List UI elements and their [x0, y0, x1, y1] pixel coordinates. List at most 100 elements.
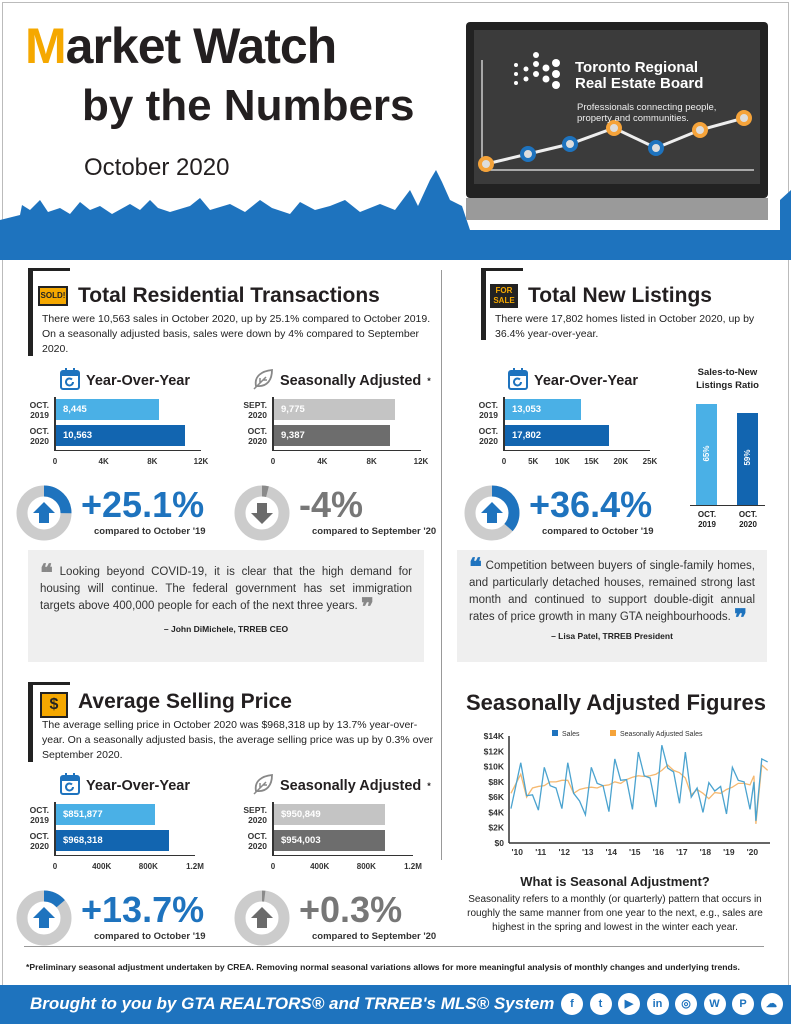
- footer-divider: [24, 946, 764, 947]
- bar-axis-y: [272, 802, 274, 856]
- axis-tick-label: 800K: [138, 862, 158, 871]
- axis-tick-label: 4K: [317, 457, 328, 466]
- sign-text: FOR: [495, 286, 513, 295]
- bar-label-month: OCT.: [29, 400, 49, 410]
- bar-axis-y: [54, 802, 56, 856]
- x-tick-label: '12: [559, 847, 571, 857]
- percent-change: +25.1%: [81, 484, 205, 525]
- listings-summary: There were 17,802 homes listed in Octobe…: [495, 313, 755, 340]
- bar: 9,387: [274, 425, 390, 446]
- axis-tick-label: 5K: [528, 457, 539, 466]
- signpost: [28, 268, 33, 356]
- x-tick-label: '20: [747, 847, 759, 857]
- x-tick-label: '14: [606, 847, 618, 857]
- subheading-text: Year-Over-Year: [86, 778, 190, 794]
- percent-change: +0.3%: [299, 889, 403, 930]
- quote-text: Competition between buyers of single-fam…: [469, 560, 755, 623]
- trreb-tagline: Professionals connecting people, property…: [577, 102, 716, 124]
- seasonal-line-chart: $0 $2K $4K $6K $8K $10K $12K $14K '10 '11 '12 '13 '1…: [484, 730, 770, 857]
- bar-label-year: 2020: [248, 436, 267, 446]
- sales-line: [510, 745, 768, 821]
- monitor-base: [466, 198, 768, 220]
- bar-axis-x: [55, 855, 195, 856]
- legend-swatch: [610, 730, 616, 736]
- bar-axis-x: [55, 450, 201, 451]
- bar: 17,802: [505, 425, 609, 446]
- open-quote-icon: ❝: [469, 554, 482, 581]
- asterisk: *: [427, 376, 431, 386]
- bar-label: OCT. 2019: [15, 805, 49, 825]
- signpost-arm: [481, 268, 523, 271]
- percent-change: -4%: [299, 484, 364, 525]
- bar-label: OCT. 2020: [233, 426, 267, 446]
- ratio-label-month: OCT.: [697, 510, 717, 519]
- wordpress-icon[interactable]: W: [703, 993, 726, 1015]
- youtube-icon[interactable]: ▶: [618, 993, 640, 1015]
- bar-label-year: 2020: [479, 436, 498, 446]
- x-tick-label: '10: [511, 847, 523, 857]
- bar-label: SEPT. 2020: [233, 805, 267, 825]
- asterisk: *: [427, 781, 431, 791]
- calendar-refresh-icon: [508, 368, 528, 394]
- bar-axis-x: [273, 855, 413, 856]
- legend-swatch: [552, 730, 558, 736]
- x-tick-label: '18: [700, 847, 712, 857]
- section-title-listings: Total New Listings: [528, 284, 712, 307]
- quote-president: ❝ Competition between buyers of single-f…: [457, 550, 767, 662]
- axis-tick-label: 15K: [584, 457, 599, 466]
- axis-tick-label: 400K: [310, 862, 330, 871]
- axis-tick-label: 0: [270, 457, 276, 466]
- x-tick-label: '17: [676, 847, 688, 857]
- brand-line-2: Real Estate Board: [575, 75, 704, 92]
- comparison-caption: compared to October '19: [94, 526, 206, 537]
- bar-label-month: SEPT.: [243, 805, 267, 815]
- tagline-line-2: property and communities.: [577, 113, 689, 124]
- axis-tick-label: 800K: [356, 862, 376, 871]
- soundcloud-icon[interactable]: ☁: [760, 993, 783, 1015]
- facebook-icon[interactable]: f: [561, 993, 583, 1015]
- page-subtitle: by the Numbers: [82, 81, 415, 130]
- sign-text: SALE: [493, 296, 515, 305]
- bar-axis-y: [54, 397, 56, 451]
- seasonally-adjusted-subheading: Seasonally Adjusted *: [252, 773, 431, 799]
- bar: 9,775: [274, 399, 395, 420]
- axis-tick-label: 1.2M: [404, 862, 422, 871]
- comparison-caption: compared to September '20: [312, 931, 437, 942]
- dollar-sign-icon: $: [40, 692, 68, 718]
- bar-label-year: 2019: [30, 410, 49, 420]
- linkedin-icon[interactable]: in: [646, 993, 669, 1015]
- pinterest-icon[interactable]: P: [732, 993, 754, 1015]
- bar-label: OCT. 2020: [464, 426, 498, 446]
- city-skyline: [0, 170, 791, 260]
- close-quote-icon: ❞: [734, 605, 747, 632]
- up-arrow-donut-icon: [14, 888, 74, 953]
- up-arrow-donut-icon: [14, 483, 74, 548]
- title-logo-m: M: [25, 18, 67, 74]
- bar-label-month: OCT.: [247, 831, 267, 841]
- subheading-text: Seasonally Adjusted: [280, 778, 422, 794]
- signpost: [28, 682, 33, 762]
- bar-label: OCT. 2020: [15, 831, 49, 851]
- bar-label: OCT. 2019: [15, 400, 49, 420]
- twitter-icon[interactable]: t: [589, 993, 612, 1015]
- bar: $851,877: [56, 804, 156, 825]
- price-summary: The average selling price in October 202…: [42, 719, 434, 761]
- ratio-label-month: OCT.: [738, 510, 758, 519]
- section-title-price: Average Selling Price: [78, 690, 292, 713]
- bar-label-month: OCT.: [247, 426, 267, 436]
- axis-tick-label: 0: [52, 862, 58, 871]
- legend-label: Sales: [562, 731, 580, 738]
- sales-to-new-listings-chart: 65% OCT. 2019 59% OCT. 2020: [690, 400, 770, 530]
- instagram-icon[interactable]: ◎: [675, 993, 697, 1015]
- x-tick-label: '16: [653, 847, 665, 857]
- y-tick-label: $4K: [488, 807, 504, 817]
- axis-tick-label: 12K: [193, 457, 209, 466]
- axis-tick-label: 10K: [555, 457, 570, 466]
- down-arrow-donut-icon: [232, 483, 292, 548]
- screen-line-chart: [478, 52, 754, 172]
- comparison-caption: compared to September '20: [312, 526, 437, 537]
- bar-label: OCT. 2020: [233, 831, 267, 851]
- quote-attribution: – John DiMichele, TRREB CEO: [163, 624, 289, 634]
- bar-label: OCT. 2019: [464, 400, 498, 420]
- signpost-arm: [28, 682, 70, 685]
